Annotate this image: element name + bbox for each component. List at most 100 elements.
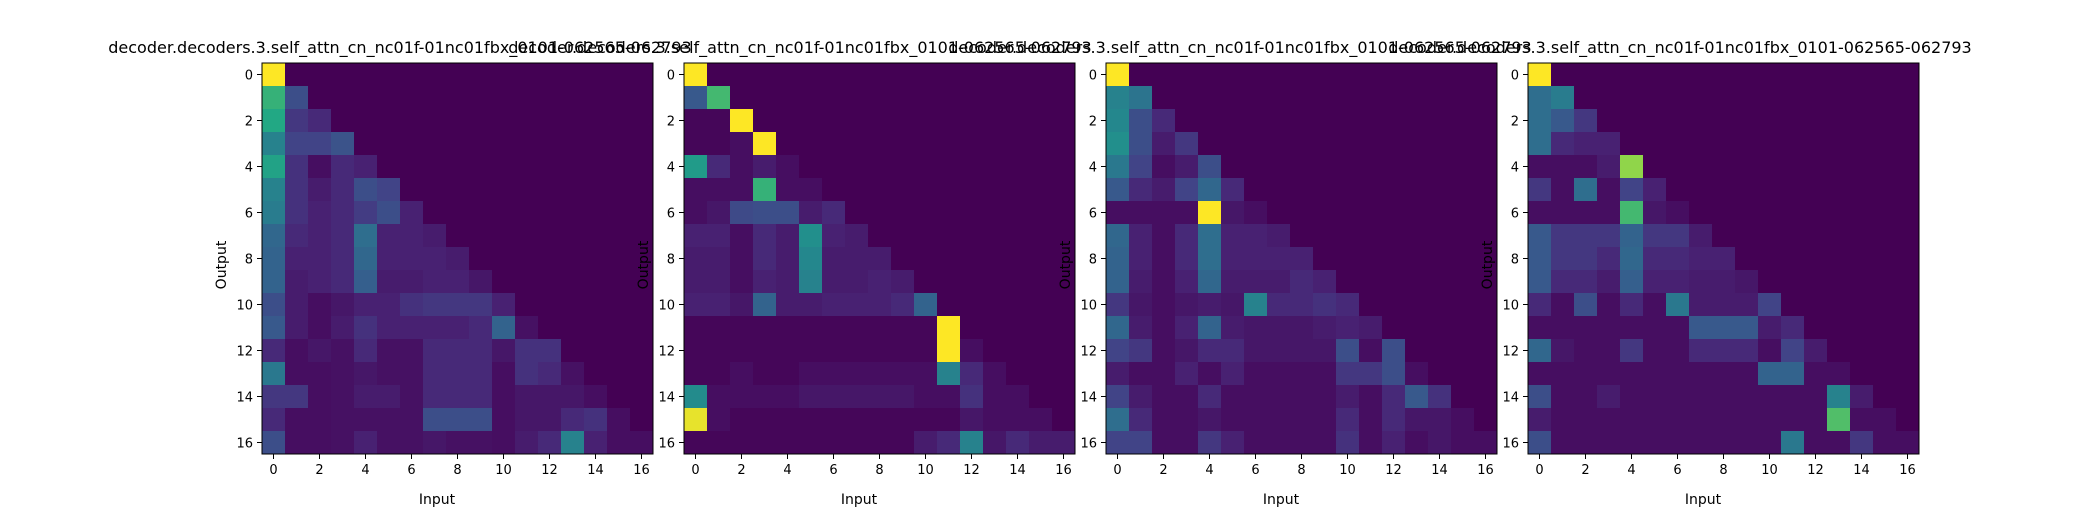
heatmap-cell-r8-c15 bbox=[1451, 247, 1475, 271]
heatmap-cell-r4-c5 bbox=[799, 155, 823, 179]
heatmap-cell-r2-c10 bbox=[914, 109, 938, 133]
heatmap-cell-r15-c16 bbox=[630, 408, 654, 432]
heatmap-cell-r0-c2 bbox=[1574, 63, 1598, 87]
heatmap-cell-r5-c4 bbox=[776, 178, 800, 202]
heatmap-cell-r15-c7 bbox=[423, 408, 447, 432]
heatmap-cell-r3-c15 bbox=[1873, 132, 1897, 156]
y-tick-label: 4 bbox=[1511, 161, 1519, 176]
heatmap-cell-r5-c2 bbox=[730, 178, 754, 202]
heatmap-cell-r8-c11 bbox=[937, 247, 961, 271]
heatmap-cell-r15-c14 bbox=[1006, 408, 1030, 432]
heatmap-cell-r14-c16 bbox=[1052, 385, 1076, 409]
heatmap-cell-r4-c10 bbox=[1336, 155, 1360, 179]
heatmap-cell-r8-c15 bbox=[1029, 247, 1053, 271]
heatmap-cell-r0-c16 bbox=[1052, 63, 1076, 87]
heatmap-cell-r7-c8 bbox=[446, 224, 470, 248]
heatmap-cell-r10-c15 bbox=[1451, 293, 1475, 317]
x-tick-label: 4 bbox=[783, 463, 791, 478]
heatmap-cell-r8-c11 bbox=[1781, 247, 1805, 271]
heatmap-cell-r10-c5 bbox=[1221, 293, 1245, 317]
heatmap-cell-r11-c16 bbox=[1052, 316, 1076, 340]
heatmap-cell-r0-c0 bbox=[684, 63, 708, 87]
heatmap-cell-r15-c0 bbox=[684, 408, 708, 432]
heatmap-cell-r3-c12 bbox=[1382, 132, 1406, 156]
heatmap-cell-r10-c9 bbox=[469, 293, 493, 317]
heatmap-cell-r3-c11 bbox=[1781, 132, 1805, 156]
heatmap-cell-r3-c0 bbox=[262, 132, 286, 156]
x-tick-label: 0 bbox=[1535, 463, 1543, 478]
y-tick-label: 6 bbox=[245, 207, 253, 222]
heatmap-cell-r1-c7 bbox=[845, 86, 869, 110]
heatmap-cell-r12-c5 bbox=[377, 339, 401, 363]
heatmap-cell-r8-c0 bbox=[684, 247, 708, 271]
heatmap-cell-r10-c4 bbox=[1620, 293, 1644, 317]
heatmap-cell-r9-c16 bbox=[1896, 270, 1920, 294]
heatmap-cell-r13-c7 bbox=[1689, 362, 1713, 386]
heatmap-cell-r6-c0 bbox=[1528, 201, 1552, 225]
heatmap-cell-r15-c7 bbox=[1689, 408, 1713, 432]
heatmap-cell-r0-c7 bbox=[1689, 63, 1713, 87]
heatmap-cell-r12-c7 bbox=[423, 339, 447, 363]
heatmap-cell-r10-c5 bbox=[377, 293, 401, 317]
heatmap-cell-r3-c7 bbox=[845, 132, 869, 156]
heatmap-cell-r12-c10 bbox=[1758, 339, 1782, 363]
heatmap-cell-r6-c12 bbox=[538, 201, 562, 225]
heatmap-cell-r15-c0 bbox=[1106, 408, 1130, 432]
heatmap-cell-r16-c2 bbox=[1152, 431, 1176, 455]
heatmap-cell-r15-c3 bbox=[753, 408, 777, 432]
heatmap-cell-r16-c13 bbox=[983, 431, 1007, 455]
heatmap-cell-r1-c1 bbox=[1129, 86, 1153, 110]
heatmap-cell-r1-c15 bbox=[1451, 86, 1475, 110]
x-tick-label: 0 bbox=[1113, 463, 1121, 478]
heatmap-cell-r3-c15 bbox=[1029, 132, 1053, 156]
heatmap-cell-r10-c0 bbox=[262, 293, 286, 317]
heatmap-cell-r12-c15 bbox=[607, 339, 631, 363]
heatmap-cell-r10-c15 bbox=[607, 293, 631, 317]
heatmap-cell-r11-c11 bbox=[937, 316, 961, 340]
heatmap-cell-r2-c6 bbox=[1666, 109, 1690, 133]
heatmap-cell-r0-c12 bbox=[1804, 63, 1828, 87]
heatmap-cell-r16-c16 bbox=[1896, 431, 1920, 455]
heatmap-cell-r2-c0 bbox=[1106, 109, 1130, 133]
panel-2-title: decoder.decoders.3.self_attn_cn_nc01f-01… bbox=[508, 38, 1091, 58]
heatmap-cell-r12-c16 bbox=[630, 339, 654, 363]
heatmap-cell-r3-c0 bbox=[684, 132, 708, 156]
heatmap-cell-r12-c4 bbox=[354, 339, 378, 363]
heatmap-cell-r14-c16 bbox=[630, 385, 654, 409]
x-tick-label: 14 bbox=[1009, 463, 1026, 478]
heatmap-cell-r15-c9 bbox=[1735, 408, 1759, 432]
heatmap-cell-r0-c12 bbox=[1382, 63, 1406, 87]
heatmap-cell-r13-c16 bbox=[1052, 362, 1076, 386]
heatmap-cell-r13-c3 bbox=[753, 362, 777, 386]
x-tick-label: 0 bbox=[691, 463, 699, 478]
heatmap-cell-r1-c15 bbox=[1873, 86, 1897, 110]
heatmap-cell-r16-c6 bbox=[1244, 431, 1268, 455]
heatmap-cell-r9-c2 bbox=[1152, 270, 1176, 294]
heatmap-cell-r8-c12 bbox=[1382, 247, 1406, 271]
heatmap-cell-r11-c1 bbox=[707, 316, 731, 340]
heatmap-cell-r9-c13 bbox=[1827, 270, 1851, 294]
heatmap-cell-r7-c11 bbox=[515, 224, 539, 248]
heatmap-cell-r13-c5 bbox=[1643, 362, 1667, 386]
heatmap-cell-r9-c9 bbox=[469, 270, 493, 294]
heatmap-cell-r1-c10 bbox=[492, 86, 516, 110]
heatmap-cell-r13-c15 bbox=[607, 362, 631, 386]
heatmap-cell-r12-c6 bbox=[1666, 339, 1690, 363]
x-tick-label: 0 bbox=[269, 463, 277, 478]
heatmap-cell-r8-c3 bbox=[1175, 247, 1199, 271]
heatmap-cell-r11-c10 bbox=[1758, 316, 1782, 340]
heatmap-cell-r6-c9 bbox=[1313, 201, 1337, 225]
heatmap-cell-r12-c10 bbox=[492, 339, 516, 363]
heatmap-cell-r1-c2 bbox=[1152, 86, 1176, 110]
heatmap-cell-r5-c6 bbox=[1666, 178, 1690, 202]
heatmap-cell-r14-c7 bbox=[845, 385, 869, 409]
heatmap-cell-r10-c4 bbox=[776, 293, 800, 317]
heatmap-cell-r13-c0 bbox=[684, 362, 708, 386]
heatmap-cell-r2-c13 bbox=[983, 109, 1007, 133]
heatmap-cell-r5-c2 bbox=[308, 178, 332, 202]
heatmap-cell-r4-c2 bbox=[1574, 155, 1598, 179]
heatmap-cell-r10-c11 bbox=[1781, 293, 1805, 317]
heatmap-cell-r8-c16 bbox=[630, 247, 654, 271]
heatmap-cell-r12-c12 bbox=[960, 339, 984, 363]
heatmap-cell-r4-c16 bbox=[1896, 155, 1920, 179]
